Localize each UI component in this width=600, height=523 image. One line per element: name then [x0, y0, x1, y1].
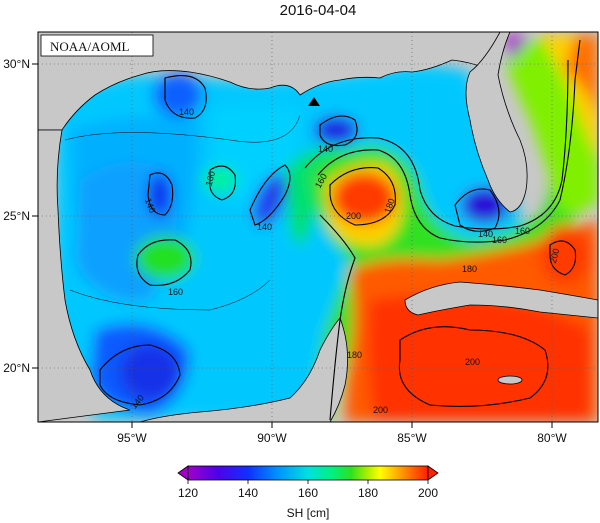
contour-label: 140	[478, 229, 493, 239]
contour-lines	[64, 39, 581, 421]
colorbar-label: SH [cm]	[287, 506, 330, 520]
map-plot-area: 140 140 160 140 160 140 160 160 180 200 …	[38, 32, 598, 422]
colorbar-tick: 140	[238, 486, 258, 500]
contour-label: 160	[204, 170, 218, 187]
contour-label: 140	[179, 107, 194, 117]
contour-label: 160	[515, 226, 530, 236]
colorbar-tick: 120	[178, 486, 198, 500]
y-tick-label: 25°N	[3, 209, 30, 223]
source-badge: NOAA/AOML	[50, 39, 130, 54]
x-tick-label: 85°W	[397, 431, 427, 445]
contour-label: 160	[168, 287, 183, 297]
contour-label: 180	[462, 264, 477, 274]
contour-label: 200	[465, 357, 480, 367]
land-masses	[38, 32, 598, 422]
colorbar-min-arrow	[177, 465, 189, 481]
contour-label: 180	[382, 197, 397, 215]
colorbar: 120 140 160 180 200 SH [cm]	[177, 465, 439, 520]
graticule	[38, 32, 598, 422]
contour-label: 140	[257, 222, 272, 232]
x-tick-label: 90°W	[257, 431, 287, 445]
x-tick-label: 80°W	[537, 431, 567, 445]
triangle-marker-icon	[308, 97, 320, 106]
y-tick-label: 20°N	[3, 361, 30, 375]
colorbar-tick: 200	[418, 486, 438, 500]
contour-label: 200	[346, 211, 361, 221]
y-tick-label: 30°N	[3, 57, 30, 71]
map-title: 2016-04-04	[280, 2, 357, 19]
x-tick-label: 95°W	[117, 431, 147, 445]
colorbar-max-arrow	[427, 465, 439, 481]
y-axis: 30°N 25°N 20°N	[3, 57, 38, 375]
colorbar-tick: 180	[358, 486, 378, 500]
contour-label: 140	[318, 144, 333, 154]
source-badge-box	[40, 34, 154, 57]
contour-label: 140	[143, 197, 158, 215]
map-frame	[37, 31, 599, 423]
contour-label-group: 140 140 160 140 160 140 160 160 180 200 …	[129, 107, 562, 415]
x-axis: 95°W 90°W 85°W 80°W	[117, 422, 567, 445]
contour-label: 200	[373, 405, 388, 415]
contour-label: 180	[347, 350, 362, 360]
contour-label: 200	[548, 247, 562, 264]
colorbar-tick: 160	[298, 486, 318, 500]
contour-label: 160	[492, 235, 507, 245]
colorbar-ramp	[187, 465, 429, 481]
